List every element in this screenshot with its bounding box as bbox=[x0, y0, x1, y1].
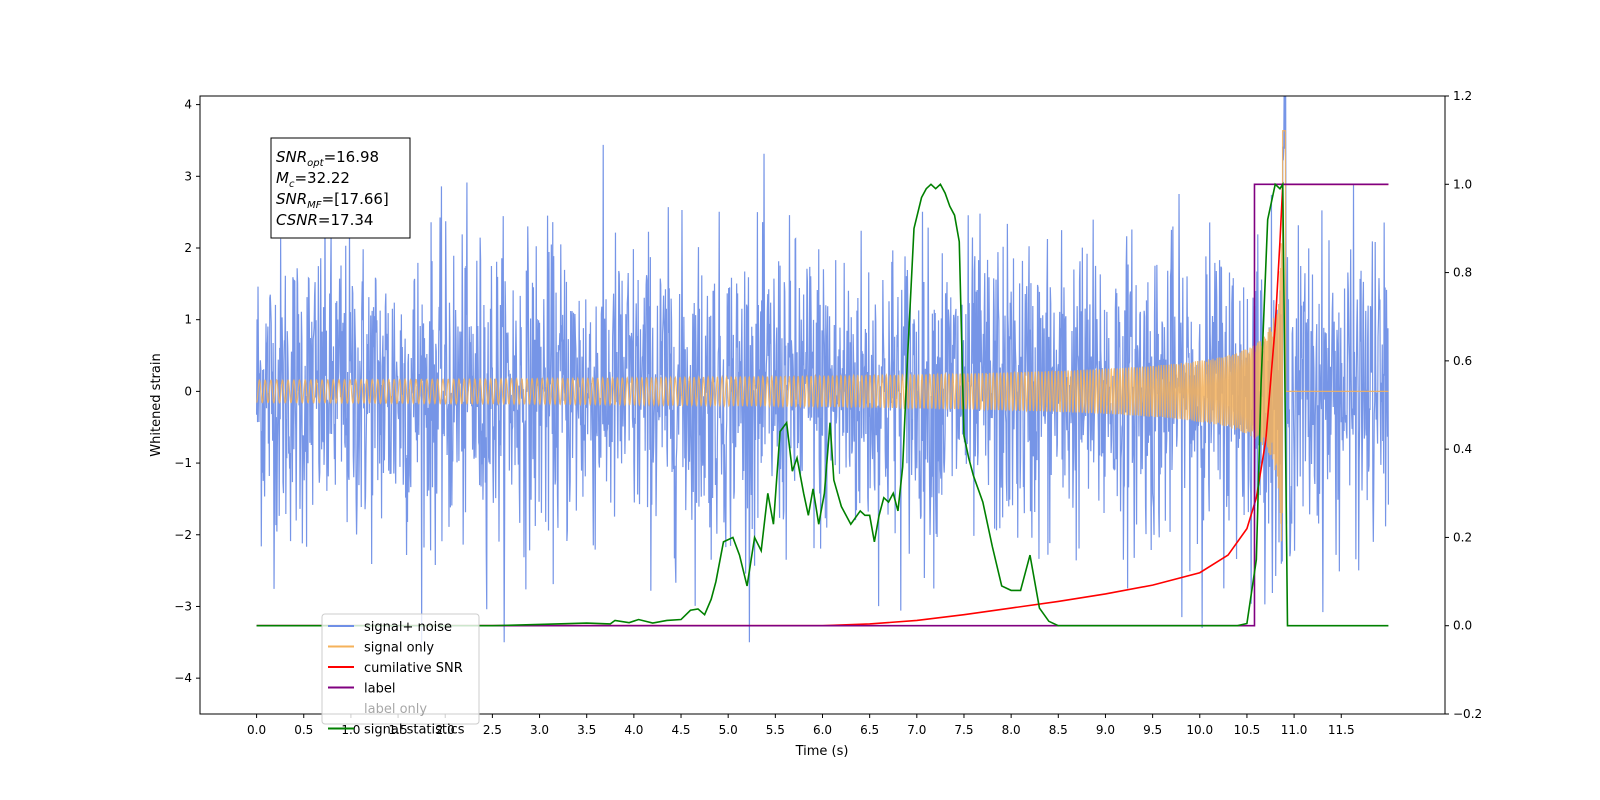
series-signal-noise bbox=[255, 96, 1390, 643]
legend-label: cumilative SNR bbox=[364, 661, 463, 676]
legend-entry: label only bbox=[364, 702, 427, 717]
legend-entry: cumilative SNR bbox=[328, 661, 463, 676]
snr-annotation-box: SNRopt=16.98Mc=32.22SNRMF=[17.66]CSNR=17… bbox=[270, 137, 411, 239]
x-tick-label: 5.5 bbox=[766, 723, 785, 737]
x-tick-label: 8.0 bbox=[1002, 723, 1021, 737]
x-tick-label: 1.5 bbox=[389, 723, 408, 737]
series-label bbox=[256, 183, 1389, 627]
legend-label: signal statistics bbox=[364, 723, 465, 738]
legend-label: label bbox=[364, 682, 395, 697]
y-tick-label: −2 bbox=[174, 528, 192, 542]
x-tick-label: 4.5 bbox=[671, 723, 690, 737]
x-tick-label: 9.0 bbox=[1096, 723, 1115, 737]
x-tick-label: 5.0 bbox=[719, 723, 738, 737]
x-tick-label: 3.5 bbox=[577, 723, 596, 737]
y-axis-label: Whitened strain bbox=[149, 353, 164, 456]
x-tick-label: 0.0 bbox=[247, 723, 266, 737]
legend-box bbox=[321, 613, 480, 725]
y-tick-label: 0 bbox=[184, 384, 192, 398]
x-tick-label: 4.0 bbox=[624, 723, 643, 737]
y2-tick-label: 1.2 bbox=[1453, 89, 1472, 103]
legend-entry: signal statistics bbox=[328, 723, 465, 738]
x-tick-label: 9.5 bbox=[1143, 723, 1162, 737]
x-tick-label: 7.0 bbox=[907, 723, 926, 737]
y2-tick-label: 0.4 bbox=[1453, 442, 1472, 456]
legend-label: signal+ noise bbox=[364, 620, 452, 635]
y-axis-right: −0.2 0.0 0.2 0.4 0.6 0.8 1.0 1.2 bbox=[1445, 89, 1482, 721]
x-tick-label: 0.5 bbox=[294, 723, 313, 737]
y2-tick-label: 0.0 bbox=[1453, 619, 1472, 633]
annotation-line: SNRopt=16.98 bbox=[276, 148, 379, 169]
x-tick-label: 11.0 bbox=[1281, 723, 1308, 737]
legend-entry: label bbox=[328, 682, 395, 697]
y-tick-label: 4 bbox=[184, 98, 192, 112]
legend-entry: signal+ noise bbox=[328, 620, 452, 635]
x-tick-label: 2.5 bbox=[483, 723, 502, 737]
y2-tick-label: 1.0 bbox=[1453, 177, 1472, 191]
x-tick-label: 3.0 bbox=[530, 723, 549, 737]
y-tick-label: 2 bbox=[184, 241, 192, 255]
series-signal-only bbox=[256, 130, 1389, 542]
series-cumilative-snr bbox=[256, 183, 1389, 627]
y-axis-left: −4 −3 −2 −1 0 1 2 3 4 bbox=[174, 98, 200, 685]
x-tick-label: 10.5 bbox=[1234, 723, 1261, 737]
y2-tick-label: 0.6 bbox=[1453, 354, 1472, 368]
x-tick-label: 6.5 bbox=[860, 723, 879, 737]
y-tick-label: 1 bbox=[184, 313, 192, 327]
x-tick-label: 10.0 bbox=[1186, 723, 1213, 737]
annotation-line: CSNR=17.34 bbox=[276, 211, 373, 229]
annotation-line: Mc=32.22 bbox=[276, 169, 350, 190]
x-axis-label: Time (s) bbox=[795, 744, 849, 759]
x-tick-label: 8.5 bbox=[1049, 723, 1068, 737]
y2-tick-label: −0.2 bbox=[1453, 707, 1482, 721]
legend: signal+ noise signal only cumilative SNR la… bbox=[321, 613, 480, 738]
y-tick-label: −3 bbox=[174, 599, 192, 613]
y2-tick-label: 0.2 bbox=[1453, 530, 1472, 544]
x-tick-label: 1.0 bbox=[341, 723, 360, 737]
legend-label: signal only bbox=[364, 641, 434, 656]
legend-label: label only bbox=[364, 702, 427, 717]
y-tick-label: −1 bbox=[174, 456, 192, 470]
y2-tick-label: 0.8 bbox=[1453, 266, 1472, 280]
x-tick-label: 6.0 bbox=[813, 723, 832, 737]
series-signal-statistics bbox=[256, 181, 1389, 627]
plot-area bbox=[255, 96, 1390, 643]
y-tick-label: 3 bbox=[184, 169, 192, 183]
y-tick-label: −4 bbox=[174, 671, 192, 685]
x-tick-label: 7.5 bbox=[954, 723, 973, 737]
legend-entry: signal only bbox=[328, 641, 434, 656]
x-tick-label: 11.5 bbox=[1328, 723, 1355, 737]
annotation-line: SNRMF=[17.66] bbox=[276, 190, 389, 211]
x-tick-label: 2.0 bbox=[436, 723, 455, 737]
x-axis: 0.0 0.5 1.0 1.5 2.0 2.5 3.0 3.5 4.0 4.5 5.0 5.5 6.0 6… bbox=[247, 714, 1355, 737]
